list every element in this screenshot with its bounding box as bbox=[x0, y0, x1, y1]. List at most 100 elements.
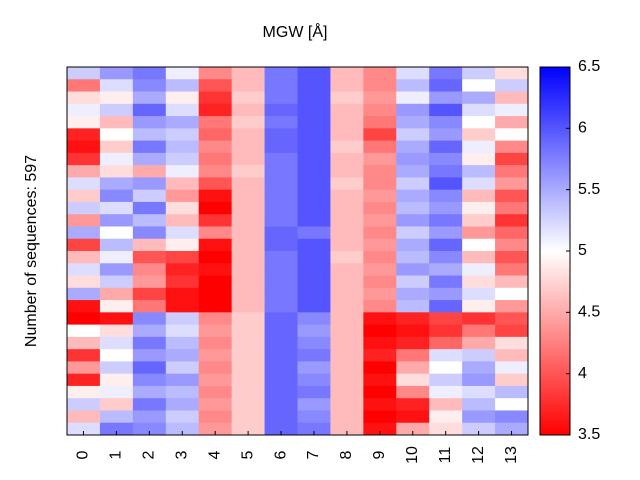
cell bbox=[297, 373, 331, 387]
cell bbox=[132, 312, 167, 325]
cell bbox=[363, 373, 397, 387]
cell bbox=[198, 287, 233, 301]
cell bbox=[462, 238, 496, 252]
cell bbox=[99, 275, 134, 289]
cell bbox=[264, 67, 298, 80]
cell bbox=[67, 226, 101, 240]
cell bbox=[67, 67, 101, 80]
cell bbox=[429, 324, 463, 338]
cell bbox=[429, 177, 463, 191]
cell bbox=[264, 373, 298, 387]
cell bbox=[132, 79, 167, 92]
cell bbox=[429, 67, 463, 80]
cell bbox=[67, 398, 101, 411]
cell bbox=[462, 275, 496, 289]
cell bbox=[198, 91, 233, 105]
cell bbox=[198, 263, 233, 276]
cell bbox=[99, 214, 134, 227]
cell bbox=[330, 201, 364, 215]
cell bbox=[396, 373, 430, 387]
cell bbox=[429, 410, 463, 424]
cell bbox=[132, 373, 167, 387]
cell bbox=[495, 226, 529, 240]
cell bbox=[495, 116, 529, 129]
cell bbox=[297, 214, 331, 227]
cell bbox=[198, 324, 233, 338]
cell bbox=[330, 67, 364, 80]
cell bbox=[67, 152, 101, 166]
cell bbox=[396, 300, 430, 313]
cell bbox=[231, 275, 265, 289]
cell bbox=[330, 103, 364, 117]
cell bbox=[330, 312, 364, 325]
cell bbox=[462, 251, 496, 264]
cell bbox=[429, 152, 463, 166]
cell bbox=[231, 361, 265, 375]
cell bbox=[99, 263, 134, 276]
cell bbox=[363, 251, 397, 264]
cell bbox=[462, 300, 496, 313]
cell bbox=[99, 189, 134, 203]
cell bbox=[165, 103, 200, 117]
cell bbox=[330, 324, 364, 338]
cell bbox=[264, 201, 298, 215]
cell bbox=[231, 67, 265, 80]
cell bbox=[99, 300, 134, 313]
cell bbox=[231, 165, 265, 178]
cell bbox=[297, 91, 331, 105]
cell bbox=[99, 201, 134, 215]
cell bbox=[231, 238, 265, 252]
cell bbox=[462, 140, 496, 154]
cell bbox=[198, 312, 233, 325]
cell bbox=[462, 189, 496, 203]
cell bbox=[264, 226, 298, 240]
cell bbox=[165, 300, 200, 313]
cell bbox=[264, 263, 298, 276]
cell bbox=[231, 324, 265, 338]
cell bbox=[396, 177, 430, 191]
cell bbox=[429, 263, 463, 276]
cell bbox=[132, 251, 167, 264]
cell bbox=[132, 165, 167, 178]
cell bbox=[495, 398, 529, 411]
cell bbox=[495, 189, 529, 203]
cell bbox=[198, 275, 233, 289]
cell bbox=[165, 189, 200, 203]
x-tick-label: 13 bbox=[503, 446, 520, 464]
cell bbox=[99, 152, 134, 166]
cell bbox=[495, 140, 529, 154]
cell bbox=[264, 275, 298, 289]
cell bbox=[495, 263, 529, 276]
cell bbox=[198, 177, 233, 191]
cell bbox=[231, 422, 265, 436]
cell bbox=[330, 336, 364, 350]
cell bbox=[462, 324, 496, 338]
cell bbox=[67, 140, 101, 154]
cell bbox=[264, 300, 298, 313]
cell bbox=[67, 263, 101, 276]
cell bbox=[297, 251, 331, 264]
cell bbox=[462, 91, 496, 105]
cell bbox=[363, 152, 397, 166]
cell bbox=[396, 201, 430, 215]
cell bbox=[495, 103, 529, 117]
cell bbox=[99, 79, 134, 92]
cell bbox=[99, 385, 134, 399]
cell bbox=[429, 398, 463, 411]
cell bbox=[297, 128, 331, 141]
cell bbox=[363, 422, 397, 436]
cell bbox=[132, 201, 167, 215]
cell bbox=[363, 140, 397, 154]
cell bbox=[462, 287, 496, 301]
cell bbox=[297, 140, 331, 154]
cell bbox=[297, 263, 331, 276]
cell bbox=[198, 398, 233, 411]
cell bbox=[264, 398, 298, 411]
cell bbox=[99, 336, 134, 350]
cell bbox=[396, 116, 430, 129]
cell bbox=[99, 373, 134, 387]
cell bbox=[396, 165, 430, 178]
cell bbox=[67, 410, 101, 424]
cell bbox=[198, 361, 233, 375]
cell bbox=[264, 91, 298, 105]
